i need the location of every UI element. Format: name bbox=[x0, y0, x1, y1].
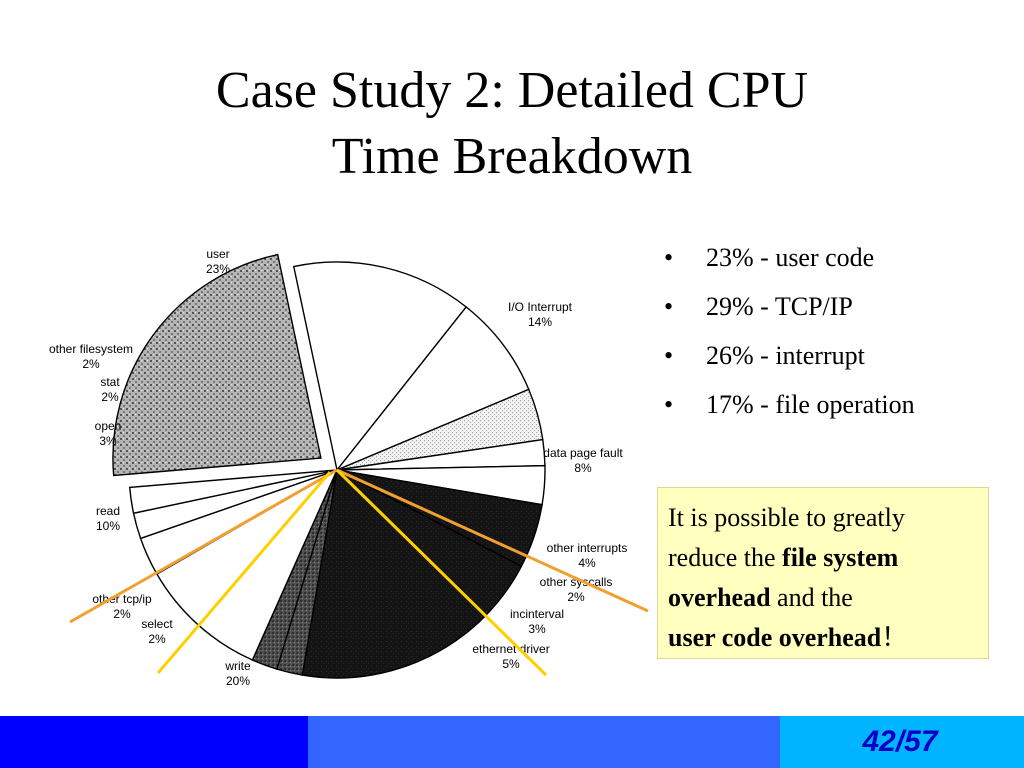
bullet-item: • 26% - interrupt bbox=[664, 341, 865, 370]
slice-label-value: 2% bbox=[567, 590, 585, 604]
footer-segment-dark bbox=[0, 716, 308, 768]
slice-label: stat 2% bbox=[100, 375, 120, 404]
slice-label: ethernet driver 5% bbox=[472, 642, 549, 671]
bullet-text: 17% - file operation bbox=[706, 390, 915, 419]
slice-label: incinterval 3% bbox=[510, 607, 564, 636]
slice-label: write 20% bbox=[224, 659, 251, 688]
bullet-item: • 29% - TCP/IP bbox=[664, 292, 853, 321]
slice-label-value: 20% bbox=[226, 674, 250, 688]
slice-label-value: 2% bbox=[148, 632, 166, 646]
highlight-lines bbox=[69, 468, 649, 677]
pie-slice-user bbox=[112, 253, 322, 477]
bullet-text: 23% - user code bbox=[706, 243, 875, 272]
footer-segment-light bbox=[780, 716, 1024, 768]
highlight-line bbox=[335, 468, 548, 677]
slice-label-value: 4% bbox=[578, 556, 596, 570]
bullet-list: • 23% - user code • 29% - TCP/IP • 26% - in… bbox=[664, 238, 915, 434]
slice-label-name: select bbox=[141, 617, 173, 631]
slice-label: other interrupts 4% bbox=[547, 541, 628, 570]
slice-label: read 10% bbox=[96, 504, 120, 533]
slice-label-value: 3% bbox=[99, 434, 117, 448]
slice-label-value: 10% bbox=[96, 519, 120, 533]
note-bold-file-system: file system overhead bbox=[668, 543, 899, 612]
slice-label: data page fault 8% bbox=[543, 446, 623, 475]
pie-slice-i-o-interrupt bbox=[292, 261, 468, 472]
slice-label: I/O Interrupt 14% bbox=[508, 300, 573, 329]
highlight-line bbox=[336, 468, 649, 613]
slice-label-name: incinterval bbox=[510, 607, 564, 621]
slice-label-value: 14% bbox=[528, 315, 552, 329]
cpu-time-pie-chart: user 23% I/O Interrupt 14% data page fault 8%… bbox=[49, 247, 649, 688]
bullet-item: • 23% - user code bbox=[664, 243, 875, 272]
highlight-line bbox=[69, 468, 338, 624]
slice-label-value: 3% bbox=[528, 622, 546, 636]
footer-bar: 42/57 bbox=[0, 716, 1024, 768]
slice-label-value: 8% bbox=[574, 461, 592, 475]
slide-title-line-2: Time Breakdown bbox=[331, 128, 693, 185]
slice-label-name: other filesystem bbox=[49, 342, 133, 356]
slice-label-value: 2% bbox=[101, 390, 119, 404]
slice-label-name: read bbox=[96, 504, 120, 518]
slide-title-line-1: Case Study 2: Detailed CPU bbox=[215, 62, 809, 119]
note-bold-user-code: user code overhead bbox=[668, 623, 882, 652]
bullet-text: 29% - TCP/IP bbox=[706, 292, 853, 321]
footer-segment-mid bbox=[308, 716, 780, 768]
note-text-3: ！ bbox=[881, 623, 908, 652]
note-text-1: It is possible to greatly reduce the bbox=[668, 503, 905, 572]
bullet-item: • 17% - file operation bbox=[664, 390, 915, 419]
pie-slice-write bbox=[301, 468, 523, 679]
pie-slice-data-page-fault bbox=[336, 306, 530, 471]
slice-label-name: user bbox=[206, 247, 229, 261]
slice-label: user 23% bbox=[206, 247, 230, 276]
slice-label-name: I/O Interrupt bbox=[508, 300, 573, 314]
highlight-line bbox=[156, 471, 332, 674]
pie-slice-other-filesystem bbox=[128, 469, 338, 515]
slice-label-value: 23% bbox=[206, 262, 230, 276]
slice-label: other filesystem 2% bbox=[49, 342, 133, 371]
slice-label-name: stat bbox=[100, 375, 120, 389]
note-text-2: and the bbox=[770, 583, 853, 612]
note-box: It is possible to greatly reduce the fil… bbox=[657, 487, 989, 659]
slice-label: open 3% bbox=[95, 419, 122, 448]
bullet-text: 26% - interrupt bbox=[706, 341, 865, 370]
slice-label-name: other interrupts bbox=[547, 541, 628, 555]
slice-label-value: 5% bbox=[502, 657, 520, 671]
slide-title: Case Study 2: Detailed CPU Time Breakdow… bbox=[0, 58, 1024, 190]
slice-label-name: open bbox=[95, 419, 122, 433]
slice-label-value: 2% bbox=[113, 607, 131, 621]
slice-labels: user 23% I/O Interrupt 14% data page fault 8%… bbox=[49, 247, 627, 688]
slice-label-value: 2% bbox=[82, 357, 100, 371]
page-number: 42/57 bbox=[862, 725, 938, 758]
slice-label: select 2% bbox=[141, 617, 173, 646]
slice-label-name: ethernet driver bbox=[472, 642, 549, 656]
slice-label-name: data page fault bbox=[543, 446, 623, 460]
slice-label-name: write bbox=[224, 659, 251, 673]
pie-slices bbox=[112, 253, 546, 679]
